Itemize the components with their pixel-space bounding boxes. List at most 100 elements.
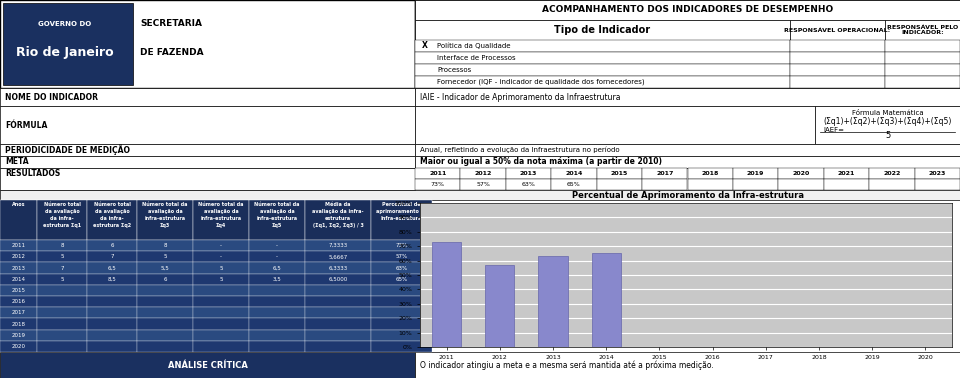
Bar [885,20,960,40]
Bar [485,265,515,347]
Text: 6,5: 6,5 [273,265,281,271]
Text: 5,6667: 5,6667 [328,254,348,259]
Bar [372,318,432,330]
Bar [372,307,432,318]
Bar [779,168,824,179]
Bar [249,296,305,307]
Text: 2011: 2011 [12,243,26,248]
Bar [249,318,305,330]
Bar [551,168,597,179]
Text: 2014: 2014 [565,171,583,176]
Bar [415,168,461,179]
Bar [824,179,869,190]
Text: 2013: 2013 [520,171,538,176]
Text: avaliação da: avaliação da [204,209,238,214]
Bar [249,240,305,251]
Text: 2017: 2017 [12,310,26,315]
Text: 2019: 2019 [747,171,764,176]
Text: Processos: Processos [437,67,471,73]
Bar [193,330,249,341]
Bar [305,318,372,330]
Bar [137,296,193,307]
Text: 2018: 2018 [702,171,719,176]
Text: avaliação da: avaliação da [148,209,182,214]
Text: 2019: 2019 [12,333,26,338]
Text: Número total da: Número total da [198,203,244,208]
Bar [193,200,249,240]
Text: 6,3333: 6,3333 [328,265,348,271]
Text: da infra-: da infra- [100,217,124,222]
Text: -: - [276,243,278,248]
Bar [461,168,506,179]
Text: 63%: 63% [521,182,536,187]
Bar [305,341,372,352]
Bar [137,330,193,341]
Bar [597,168,642,179]
Bar [0,88,415,106]
Text: da avaliação: da avaliação [45,209,80,214]
Text: 2013: 2013 [12,265,26,271]
Bar [790,76,885,88]
Bar [37,251,87,262]
Text: 2020: 2020 [12,344,26,349]
Bar [0,341,37,352]
Text: estrutura Σq2: estrutura Σq2 [93,223,132,228]
Bar [137,251,193,262]
Bar [305,274,372,285]
Bar [0,274,37,285]
Bar [732,168,779,179]
Text: -: - [276,254,278,259]
Text: 3,5: 3,5 [273,277,281,282]
Bar [87,274,137,285]
Bar [591,253,621,347]
Bar [137,341,193,352]
Text: IAIE - Indicador de Aprimoramento da Infraestrutura: IAIE - Indicador de Aprimoramento da Inf… [420,93,620,102]
Bar [87,307,137,318]
Bar [137,240,193,251]
Text: Tipo de Indicador: Tipo de Indicador [555,25,651,35]
Bar [539,256,567,347]
Text: infra-estrutura: infra-estrutura [144,217,185,222]
Bar [37,285,87,296]
Text: 2012: 2012 [474,171,492,176]
Text: Infra-estrutura: Infra-estrutura [381,217,422,222]
Text: O indicador atingiu a meta e a mesma será mantida até a próxima medição.: O indicador atingiu a meta e a mesma ser… [420,360,713,370]
Bar [249,274,305,285]
Text: 2017: 2017 [656,171,674,176]
Text: infra-estrutura: infra-estrutura [256,217,298,222]
Bar [87,285,137,296]
Bar [0,318,37,330]
Bar [885,40,960,52]
Text: -: - [220,243,222,248]
Text: 7: 7 [60,265,64,271]
Bar [305,296,372,307]
Bar [790,64,885,76]
Text: 5: 5 [163,254,167,259]
Bar [915,179,960,190]
Bar [372,330,432,341]
Text: DE FAZENDA: DE FAZENDA [140,48,204,57]
Text: da avaliação: da avaliação [95,209,130,214]
Bar [249,262,305,274]
Bar [137,262,193,274]
Text: 2016: 2016 [12,299,26,304]
Bar [815,106,960,144]
Text: 2023: 2023 [928,171,946,176]
Bar [885,64,960,76]
Bar [37,307,87,318]
Bar [193,240,249,251]
Bar [87,240,137,251]
Text: RESPONSÁVEL OPERACIONAL:: RESPONSÁVEL OPERACIONAL: [784,28,891,33]
Text: 6,5000: 6,5000 [328,277,348,282]
Text: IAEF=: IAEF= [823,127,844,133]
Bar [885,52,960,64]
Text: 2015: 2015 [12,288,26,293]
Text: 2022: 2022 [883,171,900,176]
Text: (Σq1, Σq2, Σq3) / 3: (Σq1, Σq2, Σq3) / 3 [313,223,364,228]
Bar [415,0,960,20]
Bar [415,88,960,106]
Bar [87,330,137,341]
Bar [137,307,193,318]
Text: 73%: 73% [431,182,444,187]
Text: Número total: Número total [44,203,81,208]
